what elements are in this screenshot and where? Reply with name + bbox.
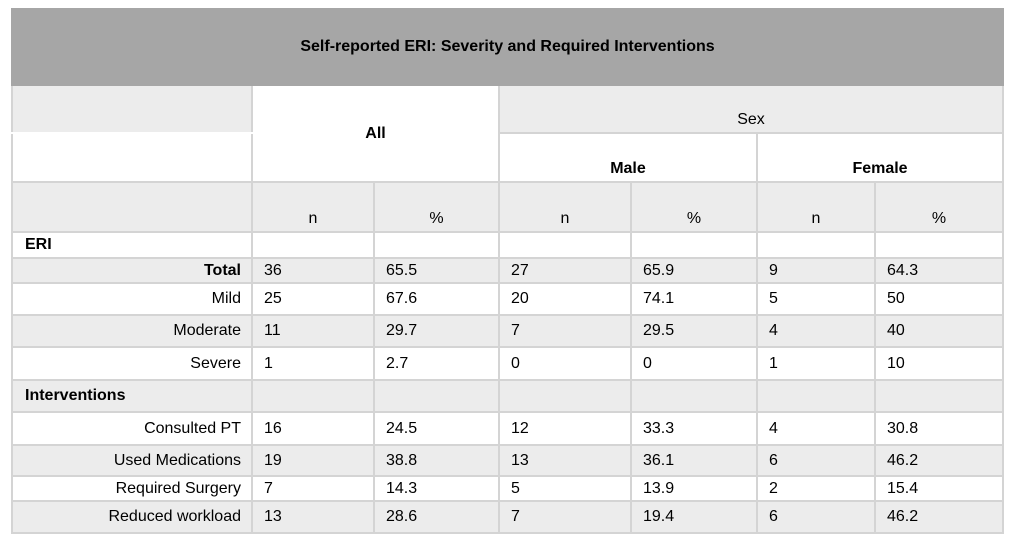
- table-row: Consulted PT 16 24.5 12 33.3 4 30.8: [11, 411, 1005, 446]
- empty-cell: [373, 231, 500, 259]
- empty-cell: [873, 231, 1005, 259]
- header-male: Male: [498, 132, 758, 183]
- empty-cell: [251, 379, 375, 413]
- value-cell: 30.8: [873, 411, 1005, 446]
- value-cell: 25: [251, 282, 375, 316]
- header-all: All: [251, 84, 500, 183]
- empty-cell: [498, 379, 632, 413]
- row-label: Consulted PT: [11, 411, 253, 446]
- value-cell: 0: [630, 346, 758, 381]
- header-all-n: n: [251, 181, 375, 233]
- table-row: Severe 1 2.7 0 0 1 10: [11, 346, 1005, 381]
- value-cell: 2.7: [373, 346, 500, 381]
- value-cell: 2: [756, 475, 876, 502]
- value-cell: 4: [756, 411, 876, 446]
- value-cell: 5: [756, 282, 876, 316]
- empty-cell: [251, 231, 375, 259]
- row-label: Total: [11, 257, 253, 284]
- value-cell: 67.6: [373, 282, 500, 316]
- value-cell: 64.3: [873, 257, 1005, 284]
- header-female-pct: %: [873, 181, 1005, 233]
- header-blank-cell: [11, 181, 253, 233]
- value-cell: 24.5: [373, 411, 500, 446]
- value-cell: 9: [756, 257, 876, 284]
- row-label: Required Surgery: [11, 475, 253, 502]
- value-cell: 36: [251, 257, 375, 284]
- empty-cell: [630, 231, 758, 259]
- value-cell: 7: [498, 500, 632, 534]
- row-label: Mild: [11, 282, 253, 316]
- value-cell: 20: [498, 282, 632, 316]
- value-cell: 13.9: [630, 475, 758, 502]
- value-cell: 1: [756, 346, 876, 381]
- table-row: Used Medications 19 38.8 13 36.1 6 46.2: [11, 444, 1005, 477]
- section-label: Interventions: [11, 379, 253, 413]
- header-male-n: n: [498, 181, 632, 233]
- value-cell: 15.4: [873, 475, 1005, 502]
- empty-cell: [498, 231, 632, 259]
- table-row: Required Surgery 7 14.3 5 13.9 2 15.4: [11, 475, 1005, 502]
- value-cell: 40: [873, 314, 1005, 348]
- value-cell: 65.9: [630, 257, 758, 284]
- eri-table: Self-reported ERI: Severity and Required…: [10, 8, 1005, 534]
- value-cell: 46.2: [873, 444, 1005, 477]
- value-cell: 65.5: [373, 257, 500, 284]
- value-cell: 14.3: [373, 475, 500, 502]
- header-all-pct: %: [373, 181, 500, 233]
- value-cell: 5: [498, 475, 632, 502]
- table-row: Moderate 11 29.7 7 29.5 4 40: [11, 314, 1005, 348]
- table-row: Reduced workload 13 28.6 7 19.4 6 46.2: [11, 500, 1005, 534]
- empty-cell: [873, 379, 1005, 413]
- section-row: ERI: [11, 231, 1005, 259]
- value-cell: 10: [873, 346, 1005, 381]
- value-cell: 13: [251, 500, 375, 534]
- header-blank-cell: [11, 132, 253, 183]
- value-cell: 7: [498, 314, 632, 348]
- value-cell: 19: [251, 444, 375, 477]
- row-label: Severe: [11, 346, 253, 381]
- value-cell: 0: [498, 346, 632, 381]
- header-sex: Sex: [497, 84, 1005, 134]
- eri-table-container: Self-reported ERI: Severity and Required…: [10, 8, 1005, 534]
- value-cell: 12: [498, 411, 632, 446]
- value-cell: 29.7: [373, 314, 500, 348]
- value-cell: 74.1: [630, 282, 758, 316]
- value-cell: 7: [251, 475, 375, 502]
- value-cell: 50: [873, 282, 1005, 316]
- empty-cell: [756, 231, 876, 259]
- header-female: Female: [755, 132, 1005, 183]
- table-row: Total 36 65.5 27 65.9 9 64.3: [11, 257, 1005, 284]
- value-cell: 13: [498, 444, 632, 477]
- value-cell: 33.3: [630, 411, 758, 446]
- row-label: Moderate: [11, 314, 253, 348]
- section-label: ERI: [11, 231, 253, 259]
- table-row: Mild 25 67.6 20 74.1 5 50: [11, 282, 1005, 316]
- value-cell: 4: [756, 314, 876, 348]
- empty-cell: [630, 379, 758, 413]
- header-male-pct: %: [630, 181, 758, 233]
- row-label: Reduced workload: [11, 500, 253, 534]
- value-cell: 16: [251, 411, 375, 446]
- row-label: Used Medications: [11, 444, 253, 477]
- value-cell: 46.2: [873, 500, 1005, 534]
- value-cell: 11: [251, 314, 375, 348]
- section-row: Interventions: [11, 379, 1005, 413]
- value-cell: 6: [756, 500, 876, 534]
- value-cell: 29.5: [630, 314, 758, 348]
- header-female-n: n: [756, 181, 876, 233]
- header-blank-cell: [11, 84, 253, 134]
- empty-cell: [756, 379, 876, 413]
- value-cell: 19.4: [630, 500, 758, 534]
- empty-cell: [373, 379, 500, 413]
- value-cell: 36.1: [630, 444, 758, 477]
- table-title: Self-reported ERI: Severity and Required…: [10, 8, 1005, 86]
- value-cell: 27: [498, 257, 632, 284]
- value-cell: 38.8: [373, 444, 500, 477]
- value-cell: 1: [251, 346, 375, 381]
- value-cell: 28.6: [373, 500, 500, 534]
- value-cell: 6: [756, 444, 876, 477]
